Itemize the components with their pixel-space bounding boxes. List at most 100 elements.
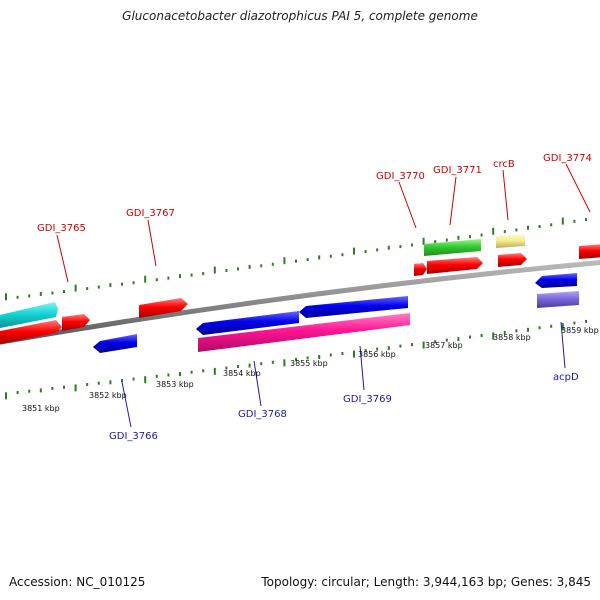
ruler-tick (132, 377, 135, 381)
ruler-tick (445, 238, 448, 242)
ruler-tick (144, 275, 147, 283)
lower-ruler (5, 319, 587, 400)
ruler-tick (527, 327, 529, 332)
ruler-tick (527, 225, 529, 230)
ruler-tick (86, 383, 89, 386)
ruler-tick (248, 363, 251, 368)
ruler-tick (28, 294, 31, 298)
gene-gdi-3774-arrow[interactable] (579, 244, 600, 259)
gene-gdi-3771-arrow[interactable] (424, 239, 481, 256)
ruler-tick (585, 218, 587, 222)
ruler-tick (538, 225, 541, 228)
ruler-tick (51, 387, 54, 390)
ruler-tick (74, 284, 77, 292)
ruler-tick (399, 344, 402, 348)
ruler-tick (51, 291, 54, 295)
ruler-tick (132, 281, 135, 285)
ruler-tick-label: 3854 kbp (223, 369, 261, 378)
genome-summary: Topology: circular; Length: 3,944,163 bp… (261, 575, 591, 589)
ruler-tick (260, 264, 263, 268)
ruler-tick (469, 335, 471, 339)
gene-label-acpd[interactable]: acpD (553, 372, 579, 383)
ruler-tick-label: 3853 kbp (156, 380, 194, 389)
gene-features (0, 234, 600, 353)
gene-purple-arrow[interactable] (537, 291, 579, 308)
gene-red-crcb-arrow[interactable] (498, 253, 527, 267)
ruler-tick (550, 223, 553, 227)
ruler-tick (376, 248, 379, 252)
gene-gdi-3770-arrow[interactable] (414, 263, 427, 276)
ruler-tick (283, 359, 286, 367)
ruler-tick (283, 257, 286, 265)
ruler-tick (329, 254, 332, 258)
ruler-tick (376, 347, 379, 351)
gene-crcb-arrow[interactable] (496, 234, 525, 248)
gene-label-gdi-3765[interactable]: GDI_3765 (37, 223, 86, 234)
ruler-tick (155, 374, 158, 378)
ruler-tick (457, 337, 460, 342)
gene-label-crcb[interactable]: crcB (493, 159, 515, 170)
ruler-tick (538, 326, 541, 330)
gene-gdi-3767-arrow[interactable] (139, 298, 188, 318)
ruler-tick-label: 3851 kbp (22, 404, 60, 413)
genome-backbone (0, 259, 600, 345)
ruler-tick (387, 346, 390, 351)
ruler-tick (213, 367, 216, 375)
label-leaders (56, 163, 591, 428)
ruler-tick (445, 338, 448, 342)
ruler-tick (341, 253, 344, 257)
gene-label-gdi-3771[interactable]: GDI_3771 (433, 165, 482, 176)
gene-label-gdi-3774[interactable]: GDI_3774 (543, 153, 592, 164)
ruler-tick (457, 235, 460, 240)
genome-title: Gluconacetobacter diazotrophicus PAI 5, … (122, 9, 478, 23)
ruler-tick (295, 259, 297, 263)
ruler-tick (202, 272, 205, 276)
gene-label-gdi-3770[interactable]: GDI_3770 (376, 171, 425, 182)
gene-acpd-arrow[interactable] (535, 273, 577, 288)
gene-label-gdi-3766[interactable]: GDI_3766 (109, 431, 158, 442)
ruler-tick (121, 282, 123, 286)
ruler-tick (271, 360, 274, 364)
gene-cyan-arrow[interactable] (0, 302, 58, 329)
ruler-tick-label: 3856 kbp (358, 350, 396, 359)
gene-gdi-3765-arrow[interactable] (0, 320, 62, 345)
ruler-tick (97, 285, 100, 289)
ruler-tick (74, 384, 77, 392)
ruler-tick (387, 245, 390, 250)
ruler-tick (329, 353, 332, 357)
ruler-tick (573, 321, 576, 325)
ruler-tick (434, 340, 437, 344)
ruler-tick (190, 370, 193, 374)
ruler-tick (237, 267, 239, 271)
gene-red-forward-arrow[interactable] (427, 257, 483, 274)
ruler-tick (260, 362, 263, 366)
ruler-tick (5, 392, 7, 400)
ruler-tick (561, 217, 564, 225)
ruler-tick (561, 323, 564, 331)
ruler-tick-label: 3859 kbp (561, 326, 599, 335)
ruler-tick (86, 287, 89, 291)
gene-label-gdi-3769[interactable]: GDI_3769 (343, 394, 392, 405)
ruler-tick (144, 376, 147, 384)
ruler-tick (550, 324, 553, 328)
gene-gdi-3769-arrow[interactable] (299, 296, 408, 318)
gene-red-small-arrow[interactable] (62, 314, 90, 331)
upper-ruler (5, 217, 587, 301)
ruler-tick (480, 334, 483, 337)
ruler-tick-label: 3852 kbp (89, 391, 127, 400)
gene-label-gdi-3768[interactable]: GDI_3768 (238, 409, 287, 420)
gene-gdi-3768-arrow[interactable] (196, 311, 299, 335)
accession-label: Accession: NC_010125 (9, 575, 146, 589)
gene-gdi-3766-arrow[interactable] (93, 334, 137, 353)
ruler-tick-label: 3855 kbp (290, 359, 328, 368)
gene-label-gdi-3767[interactable]: GDI_3767 (126, 208, 175, 219)
ruler-tick (434, 240, 437, 244)
ruler-tick (121, 379, 123, 382)
ruler-tick (573, 219, 576, 223)
ruler-tick (306, 356, 309, 360)
gene-pink-band[interactable] (198, 313, 410, 352)
ruler-tick (155, 278, 158, 282)
ruler-tick (28, 389, 31, 393)
ruler-tick (318, 355, 321, 359)
